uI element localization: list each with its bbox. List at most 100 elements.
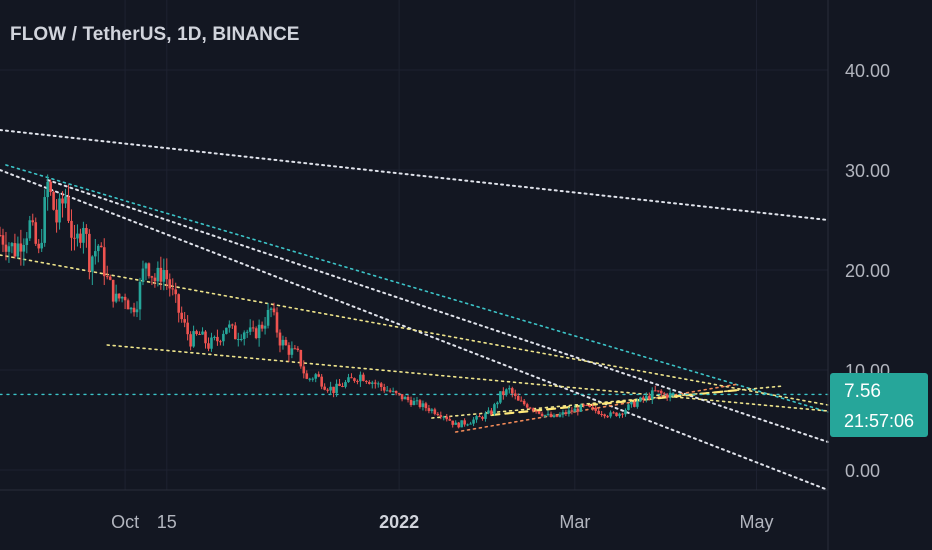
candle-body [201,331,204,335]
candle-body [302,366,306,374]
candle-body [82,227,85,243]
candle-body [516,395,520,401]
candle [76,224,79,247]
candle-body [132,307,136,313]
candle [350,373,353,379]
candle-body [647,395,651,400]
candle-body [236,339,240,341]
candle-body [609,412,612,417]
candle [430,408,434,414]
candle-body [192,331,195,347]
candle-body [147,263,151,277]
candle-body [225,327,228,334]
candle [439,411,443,420]
candle [576,406,580,416]
candle-body [475,416,478,420]
candle [379,382,383,392]
candle [642,395,645,403]
candle-body [463,420,466,425]
candle [421,400,425,411]
candle [296,346,300,352]
candle-body [564,412,568,414]
candle [627,403,630,411]
candle-body [543,414,547,416]
candle [484,411,487,422]
candle-body [314,374,318,379]
candle [272,302,276,316]
candle-body [406,396,410,401]
candle-body [269,308,273,310]
candle [624,408,627,417]
candle [251,320,255,332]
candle-body [457,422,460,428]
candle-body [487,410,490,414]
candle-body [353,378,356,381]
x-tick-label: May [740,512,774,532]
candle-body [91,256,94,272]
candle-body [493,404,496,415]
candle [278,329,282,353]
candle-body [427,408,431,412]
candle-body [496,402,499,405]
candle [412,397,416,406]
candle [260,321,264,332]
candle-body [293,348,297,350]
candle [400,394,404,402]
candle-body [16,243,20,257]
x-tick-label: Mar [559,512,590,532]
candle-body [1,235,5,245]
candle [403,395,407,400]
candle [424,401,428,412]
candle [335,379,338,397]
candle-body [260,324,264,329]
candle [189,331,192,351]
candle-body [174,289,178,295]
candle-body [129,307,133,310]
candle [436,412,440,417]
candle [496,401,499,409]
candle-body [281,339,285,346]
candle-body [144,263,148,269]
candle [487,407,490,415]
candle-body [400,394,404,400]
candle [61,191,64,218]
candle-body [263,325,267,329]
candle-body [332,386,335,393]
candle-body [606,416,609,418]
candle [302,360,306,379]
candle [472,417,475,427]
bar-countdown: 21:57:06 [844,411,915,431]
candle-body [305,373,309,379]
candle-body [177,294,181,313]
candle-body [216,336,219,342]
candle-body [338,383,341,387]
candle-body [540,413,544,416]
candle-body [245,331,249,333]
candle [46,174,49,211]
candle [445,414,449,422]
candle [105,265,109,280]
candle [85,224,88,248]
candle [516,393,520,401]
y-tick-label: 0.00 [845,461,880,481]
candle [19,229,23,266]
candle-body [25,238,29,245]
candle-body [138,281,142,310]
candle [668,389,672,402]
candle-body [618,413,621,417]
candle [219,339,222,346]
candle-body [308,378,312,380]
candle-body [341,386,344,388]
candle-body [472,419,475,424]
candle [177,293,181,323]
candle-body [668,392,672,398]
candle-body [37,243,41,249]
candle [385,385,389,392]
time-axis[interactable]: Oct 15 2022 Mar May [111,512,773,532]
candle-body [34,222,38,244]
candle [162,258,166,291]
candle-body [61,198,64,204]
candle [338,379,341,387]
candle-body [403,396,407,400]
